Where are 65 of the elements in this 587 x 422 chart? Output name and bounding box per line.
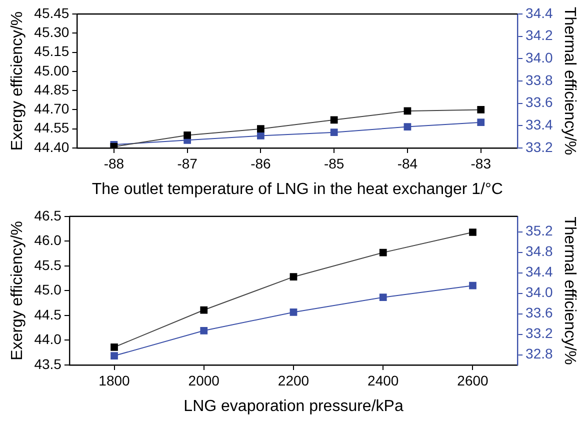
point (469, 282, 476, 290)
y-axis-title: Exergy efficiency/% (9, 11, 26, 151)
x-axis-title: The outlet temperature of LNG in the heat exchanger 1/°C (92, 180, 503, 198)
point (404, 107, 412, 115)
point (477, 118, 485, 126)
x-tick-label: 2200 (278, 372, 310, 388)
y2-tick-label: 34.8 (526, 243, 554, 260)
point (257, 125, 264, 133)
y2-axis-title: Thermal efficiency/% (560, 6, 578, 156)
point (110, 352, 118, 360)
point (477, 106, 485, 114)
y-tick-label: 44.70 (34, 100, 70, 117)
y2-tick-label: 33.2 (526, 325, 554, 342)
y2-tick-label: 34.0 (526, 284, 554, 300)
y2-tick-label: 33.2 (526, 138, 554, 155)
y-tick-label: 45.45 (34, 4, 70, 21)
y2-tick-label: 35.2 (526, 222, 554, 239)
x-tick-label: -88 (104, 155, 124, 172)
x-tick-label: -83 (470, 155, 492, 172)
point (290, 308, 298, 316)
y2-tick-label: 33.8 (526, 72, 554, 88)
y2-tick-label: 34.4 (526, 264, 554, 280)
y-tick-label: 44.5 (34, 306, 62, 322)
y-tick-label: 46.5 (34, 207, 62, 224)
x-tick-label: -84 (397, 155, 418, 172)
y2-tick-label: 34.2 (526, 27, 554, 44)
y2-tick-label: 33.4 (526, 116, 554, 133)
y2-tick-label: 32.8 (526, 346, 554, 362)
y-tick-label: 45.15 (34, 43, 70, 60)
y2-tick-label: 34.4 (526, 4, 554, 21)
y-tick-label: 45.5 (34, 256, 62, 273)
y-tick-label: 44.85 (34, 81, 70, 98)
y-tick-label: 43.5 (34, 356, 62, 372)
point (290, 273, 298, 281)
y-tick-label: 44.0 (34, 331, 62, 348)
y-tick-label: 45.0 (34, 282, 62, 298)
point (379, 248, 387, 256)
x-tick-label: 2600 (457, 372, 489, 388)
y-tick-label: 45.30 (34, 24, 70, 40)
point (200, 306, 208, 314)
point (200, 326, 208, 334)
point (330, 128, 338, 136)
x-tick-label: 2000 (188, 372, 220, 388)
point (404, 123, 412, 130)
y2-tick-label: 33.6 (526, 94, 554, 110)
point (379, 294, 387, 302)
y-axis-title: Exergy efficiency/% (9, 221, 26, 360)
point (184, 132, 191, 139)
x-tick-label: -86 (250, 155, 272, 172)
y-tick-label: 44.55 (34, 120, 70, 136)
x-tick-label: 1800 (98, 372, 130, 388)
point (469, 228, 476, 236)
y2-tick-label: 34.0 (526, 50, 554, 66)
x-tick-label: -85 (324, 155, 344, 172)
y-tick-label: 45.00 (34, 62, 70, 78)
x-tick-label: 2400 (368, 372, 399, 388)
x-axis-title: LNG evaporation pressure/kPa (184, 398, 404, 415)
point (257, 132, 264, 140)
y-tick-label: 46.0 (34, 232, 62, 248)
y2-axis-title: Thermal efficiency/% (560, 216, 578, 365)
y-tick-label: 44.40 (34, 138, 70, 155)
point (330, 116, 338, 124)
y2-tick-label: 33.6 (526, 304, 554, 321)
x-tick-label: -87 (177, 155, 198, 172)
point (110, 343, 118, 351)
